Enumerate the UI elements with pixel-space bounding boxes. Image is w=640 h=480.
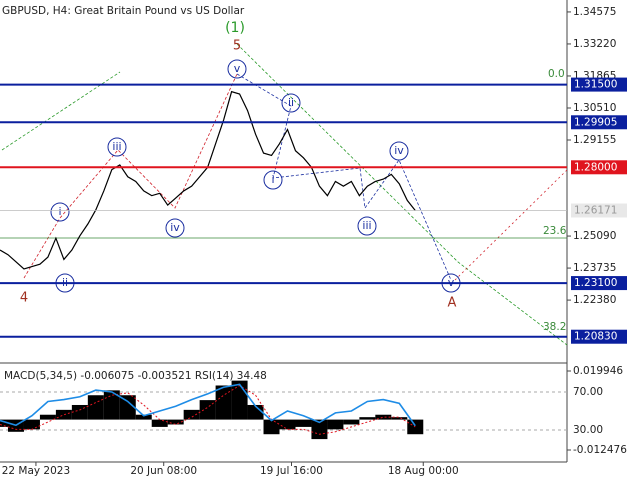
y-tick-label: 1.22380 — [573, 294, 616, 306]
macd-bar — [231, 380, 248, 420]
wave-circle — [263, 170, 283, 190]
macd-bar — [215, 385, 232, 420]
y2-tick-label: 30.00 — [573, 424, 603, 436]
current-price-box — [571, 203, 627, 218]
y-tick-label: 0.019946 — [573, 365, 623, 377]
macd-bar — [311, 419, 328, 440]
chart-title: GBPUSD, H4: Great Britain Pound vs US Do… — [2, 5, 245, 17]
x-tick-label: 20 Jun 08:00 — [130, 465, 197, 477]
macd-bar — [391, 417, 408, 420]
wave-circle — [389, 141, 409, 161]
wave-label: 5 — [233, 39, 241, 54]
wave-label: iii — [112, 140, 121, 153]
wave-circle — [107, 137, 127, 157]
macd-bar — [183, 409, 200, 420]
x-tick-label: 19 Jul 16:00 — [260, 465, 323, 477]
macd-bar — [343, 419, 360, 425]
macd-bar — [135, 414, 152, 420]
macd-bar — [39, 414, 56, 420]
rsi-line — [0, 383, 416, 427]
wave-label: iii — [362, 219, 371, 232]
level-label: 1.20830 — [574, 331, 617, 343]
level-box — [571, 329, 627, 344]
y-tick-label: 1.33220 — [573, 38, 616, 50]
macd-bar — [87, 395, 104, 420]
level-box — [571, 276, 627, 291]
current-price-label: 1.26171 — [574, 205, 617, 217]
y-tick-label: -0.012476 — [573, 444, 627, 456]
y-tick-label: 1.34575 — [573, 6, 616, 18]
y-tick-label: 1.25090 — [573, 230, 616, 242]
wave-circle — [357, 216, 377, 236]
macd-bar — [103, 390, 120, 420]
fib-label: 0.0 — [548, 68, 565, 80]
wave-label: v — [234, 62, 241, 75]
macd-bar — [247, 404, 264, 420]
level-label: 1.23100 — [574, 277, 617, 289]
macd-bar — [375, 414, 392, 420]
fib-label: 38.2 — [543, 321, 566, 333]
wave-label: iv — [394, 144, 404, 157]
x-tick-label: 22 May 2023 — [2, 465, 70, 477]
macd-bar — [0, 419, 8, 427]
fib-label: 23.6 — [543, 225, 567, 237]
x-tick-label: 18 Aug 00:00 — [388, 465, 459, 477]
level-box — [571, 115, 627, 130]
macd-bar — [199, 400, 216, 420]
macd-bar — [359, 417, 376, 420]
y2-tick-label: 70.00 — [573, 386, 603, 398]
wave-circle — [165, 218, 185, 238]
level-label: 1.31500 — [574, 79, 617, 91]
level-box — [571, 160, 627, 175]
y-tick-label: 1.30510 — [573, 102, 616, 114]
signal-line — [0, 384, 416, 435]
macd-bar — [119, 395, 136, 420]
macd-bar — [151, 419, 168, 427]
indicator-title: MACD(5,34,5) -0.006075 -0.003521 RSI(14)… — [4, 370, 267, 382]
wave-label: ii — [288, 96, 294, 109]
macd-bar — [295, 419, 312, 427]
macd-bar — [23, 419, 40, 430]
macd-bar — [327, 419, 344, 430]
wave-circle — [227, 59, 247, 79]
wave-circle — [281, 93, 301, 113]
wave-label: i — [271, 173, 274, 186]
level-box — [571, 77, 627, 92]
wave-label: i — [58, 205, 61, 218]
wave-label: iv — [170, 221, 180, 234]
level-label: 1.28000 — [574, 161, 617, 173]
y-tick-label: 1.29155 — [573, 134, 616, 146]
macd-bar — [55, 409, 72, 420]
macd-bar — [263, 419, 280, 435]
macd-bar — [279, 419, 296, 430]
wave-label: 4 — [20, 291, 28, 306]
macd-bar — [71, 404, 88, 420]
y-tick-label: 1.23735 — [573, 262, 616, 274]
macd-bar — [167, 419, 184, 425]
wave-circle — [50, 202, 70, 222]
level-label: 1.29905 — [574, 116, 617, 128]
wave-label: A — [448, 296, 457, 311]
wave-label: (1) — [225, 20, 245, 36]
